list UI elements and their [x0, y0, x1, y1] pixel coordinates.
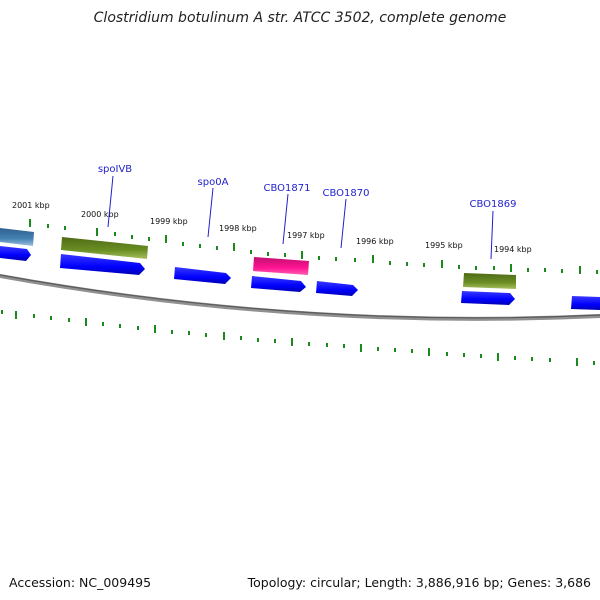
- feature-block[interactable]: [61, 237, 148, 259]
- cds-arrow[interactable]: [0, 246, 31, 261]
- cds-arrow[interactable]: [461, 291, 515, 305]
- cds-arrow[interactable]: [251, 276, 306, 292]
- cds-arrow[interactable]: [60, 254, 145, 275]
- gene-label-cbo1871[interactable]: CBO1871: [264, 183, 311, 194]
- cds-arrow[interactable]: [571, 296, 600, 310]
- cds-arrow[interactable]: [174, 267, 231, 284]
- gene-labels: spoIVB spo0A CBO1871 CBO1870 CBO1869: [98, 164, 517, 210]
- accession-label: Accession: NC_009495: [9, 575, 152, 590]
- kbp-labels: 2001 kbp 2000 kbp 1999 kbp 1998 kbp 1997…: [12, 201, 532, 254]
- outer-feature-track: [0, 228, 516, 289]
- kbp-label: 2001 kbp: [12, 201, 50, 210]
- inner-tick-ring: [1, 310, 595, 366]
- feature-block[interactable]: [0, 228, 34, 246]
- gene-label-spo0a[interactable]: spo0A: [198, 177, 229, 188]
- outer-tick-ring: [29, 219, 598, 274]
- gene-label-spoivb[interactable]: spoIVB: [98, 164, 132, 175]
- feature-block[interactable]: [253, 257, 309, 275]
- genome-backbone-highlight: [0, 274, 600, 319]
- cds-arrow[interactable]: [316, 281, 358, 296]
- kbp-label: 2000 kbp: [81, 210, 119, 219]
- kbp-label: 1998 kbp: [219, 224, 257, 233]
- gene-label-cbo1870[interactable]: CBO1870: [323, 188, 370, 199]
- kbp-label: 1995 kbp: [425, 241, 463, 250]
- genome-summary: Topology: circular; Length: 3,886,916 bp…: [247, 575, 591, 590]
- gene-label-cbo1869[interactable]: CBO1869: [470, 199, 517, 210]
- gene-label-leaders: [107, 175, 494, 260]
- cds-track: [0, 246, 600, 310]
- kbp-label: 1999 kbp: [150, 217, 188, 226]
- kbp-label: 1994 kbp: [494, 245, 532, 254]
- kbp-label: 1997 kbp: [287, 231, 325, 240]
- kbp-label: 1996 kbp: [356, 237, 394, 246]
- feature-block[interactable]: [463, 273, 516, 289]
- genome-backbone: [0, 274, 600, 321]
- map-title: Clostridium botulinum A str. ATCC 3502, …: [93, 10, 507, 26]
